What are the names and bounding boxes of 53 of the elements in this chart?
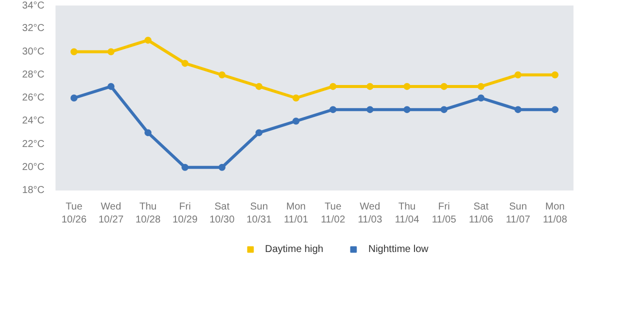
y-tick-label: 24°C — [22, 116, 44, 127]
point — [70, 48, 78, 56]
y-tick-label: 20°C — [22, 162, 44, 173]
legend-label: Daytime high — [265, 242, 324, 256]
x-tick-label: Thu 10/28 — [135, 202, 161, 226]
point — [440, 82, 448, 90]
point — [330, 82, 336, 90]
x-tick-label: Sat 10/30 — [209, 202, 235, 226]
y-tick-label: 30°C — [22, 46, 44, 58]
x-tick-label: Sat 11/06 — [468, 202, 494, 226]
point — [514, 71, 522, 78]
x-tick-label: Thu 11/04 — [394, 202, 420, 226]
point — [218, 164, 226, 171]
point — [440, 106, 448, 114]
x-tick-label: Sun 10/31 — [246, 202, 272, 226]
point — [218, 71, 226, 78]
x-tick-label: Mon 11/01 — [284, 202, 309, 226]
y-tick-label: 28°C — [22, 69, 44, 80]
point — [330, 106, 336, 114]
point — [144, 36, 152, 44]
x-tick-label: Tue 10/26 — [61, 202, 87, 226]
point — [552, 106, 558, 114]
point — [108, 48, 114, 56]
point — [478, 82, 484, 90]
point — [182, 60, 188, 67]
x-tick-label: Fri 11/05 — [432, 202, 457, 226]
point — [404, 106, 410, 114]
point — [514, 106, 522, 114]
point — [366, 106, 374, 114]
point — [404, 82, 410, 90]
point — [478, 94, 484, 102]
point — [144, 129, 152, 136]
point — [182, 164, 188, 171]
y-tick-label: 34°C — [22, 0, 44, 12]
point — [292, 118, 300, 125]
x-tick-label: Tue 11/02 — [320, 202, 346, 226]
y-tick-label: 32°C — [22, 23, 44, 34]
y-tick-label: 26°C — [22, 92, 44, 104]
x-tick-label: Wed 10/27 — [98, 202, 124, 226]
x-tick-label: Fri 10/29 — [172, 202, 198, 226]
point — [108, 82, 114, 90]
x-tick-label: Mon 11/08 — [542, 202, 568, 226]
point — [256, 129, 262, 136]
point — [256, 82, 262, 90]
point — [70, 94, 78, 102]
point — [292, 94, 300, 102]
y-tick-label: 22°C — [22, 138, 44, 150]
x-tick-label: Wed 11/03 — [358, 202, 383, 226]
point — [552, 71, 558, 78]
legend-label: Nighttime low — [368, 242, 428, 256]
y-tick-label: 18°C — [22, 185, 44, 196]
x-tick-label: Sun 11/07 — [506, 202, 531, 226]
point — [366, 82, 374, 90]
